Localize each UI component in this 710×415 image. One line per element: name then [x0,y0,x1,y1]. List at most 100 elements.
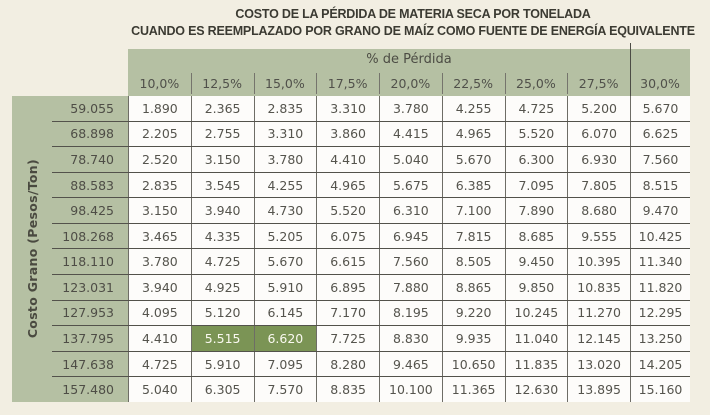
column-header-7: 25,0% [504,70,568,96]
table-title-line1: COSTO DE LA PÉRDIDA DE MATERIA SECA POR … [235,7,591,21]
cell-r1-c1: 1.890 [128,96,191,121]
cell-r12-c1: 5.040 [128,377,191,402]
cell-r8-c3: 5.910 [253,275,317,300]
column-header-9: 30,0% [630,43,690,96]
table-row-11: 147.638 4.725 5.910 7.095 8.280 9.465 10.650 11… [52,351,690,378]
cell-r6-c5: 6.945 [379,223,442,249]
cell-r10-c7: 11.040 [504,326,568,351]
cell-r3-c3: 3.780 [253,147,317,172]
cell-r5-c1: 3.150 [128,198,191,223]
cell-r9-c6: 9.220 [441,300,505,326]
cell-r4-c7: 7.095 [504,172,568,198]
cell-r12-c4: 8.835 [316,377,379,402]
cell-r10-c8: 12.145 [567,326,630,351]
table-row-3: 78.740 2.520 3.150 3.780 4.410 5.040 5.670 6.30… [52,147,690,173]
cell-r4-c9: 8.515 [630,172,690,198]
cell-r8-c2: 4.925 [190,275,254,300]
cell-r10-c2: 5.515 [190,326,254,351]
table-row-10: 137.795 4.410 5.515 6.620 7.725 8.830 9.935 11.… [52,326,690,352]
column-header-5: 20,0% [379,70,442,96]
cell-r11-c1: 4.725 [128,351,191,377]
cell-r1-c2: 2.365 [190,96,254,121]
row-header-5: 98.425 [52,198,128,223]
cell-r11-c5: 9.465 [379,351,442,377]
row-header-1: 59.055 [52,96,128,121]
cell-r9-c4: 7.170 [316,300,379,326]
cell-r9-c7: 10.245 [504,300,568,326]
cell-r6-c2: 4.335 [190,223,254,249]
cell-r9-c3: 6.145 [253,300,317,326]
cell-r6-c7: 8.685 [504,223,568,249]
column-header-8: 27,5% [567,70,630,96]
row-header-4: 88.583 [52,172,128,198]
cell-r5-c9: 9.470 [630,198,690,223]
column-header-2: 12,5% [190,70,254,96]
cell-r4-c4: 4.965 [316,172,379,198]
row-header-9: 127.953 [52,300,128,326]
column-header-1: 10,0% [139,75,180,91]
cell-r4-c5: 5.675 [379,172,442,198]
cell-r1-c5: 3.780 [379,96,442,121]
cell-r10-c3: 6.620 [253,326,317,351]
column-header-6: 22,5% [441,70,505,96]
cell-r6-c4: 6.075 [316,223,379,249]
cell-r2-c2: 2.755 [190,121,254,147]
table-row-8: 123.031 3.940 4.925 5.910 6.895 7.880 8.865 9.8… [52,275,690,301]
cell-r8-c1: 3.940 [128,275,191,300]
cell-r4-c8: 7.805 [567,172,630,198]
cell-r6-c8: 9.555 [567,223,630,249]
cell-r3-c9: 7.560 [630,147,690,172]
cell-r5-c7: 7.890 [504,198,568,223]
cell-r6-c3: 5.205 [253,223,317,249]
table-row-9: 127.953 4.095 5.120 6.145 7.170 8.195 9.220 10.… [52,300,690,327]
cell-r2-c9: 6.625 [630,121,690,147]
cell-r6-c6: 7.815 [441,223,505,249]
column-group-label: % de Pérdida [366,52,452,67]
table-title-line2: CUANDO ES REEMPLAZADO POR GRANO DE MAÍZ … [131,24,695,38]
column-header-block: % de Pérdida 10,0% 12,5% 15,0% 17,5% 20,0% 22… [128,43,690,96]
cell-r7-c6: 8.505 [441,249,505,275]
cell-r4-c1: 2.835 [128,172,191,198]
cell-r8-c6: 8.865 [441,275,505,300]
cell-r2-c7: 5.520 [504,121,568,147]
table-row-6: 108.268 3.465 4.335 5.205 6.075 6.945 7.815 8.6… [52,223,690,250]
cell-r11-c7: 11.835 [504,351,568,377]
cell-r2-c5: 4.415 [379,121,442,147]
cell-r3-c8: 6.930 [567,147,630,172]
cell-r8-c4: 6.895 [316,275,379,300]
cell-r2-c3: 3.310 [253,121,317,147]
cell-r12-c3: 7.570 [253,377,317,402]
cell-r7-c5: 7.560 [379,249,442,275]
cell-r1-c6: 4.255 [441,96,505,121]
cell-r12-c8: 13.895 [567,377,630,402]
cell-r5-c2: 3.940 [190,198,254,223]
cell-r3-c4: 4.410 [316,147,379,172]
table-body: 59.055 1.890 2.365 2.835 3.310 3.780 4.255 4.72… [52,96,690,402]
cell-r12-c9: 15.160 [630,377,690,402]
cell-r7-c4: 6.615 [316,249,379,275]
cell-r11-c4: 8.280 [316,351,379,377]
cell-r11-c9: 14.205 [630,351,690,377]
table-row-4: 88.583 2.835 3.545 4.255 4.965 5.675 6.385 7.09… [52,172,690,199]
cell-r10-c6: 9.935 [441,326,505,351]
cell-r4-c2: 3.545 [190,172,254,198]
table-title: COSTO DE LA PÉRDIDA DE MATERIA SECA POR … [118,6,708,40]
cell-r9-c8: 11.270 [567,300,630,326]
table-row-5: 98.425 3.150 3.940 4.730 5.520 6.310 7.100 7.89… [52,198,690,224]
cell-r5-c4: 5.520 [316,198,379,223]
column-headers: 10,0% 12,5% 15,0% 17,5% 20,0% 22,5% 25,0% 27,5%… [128,43,690,96]
cell-r7-c2: 4.725 [190,249,254,275]
cell-r1-c7: 4.725 [504,96,568,121]
cell-r1-c9: 5.670 [630,96,690,121]
row-header-11: 147.638 [52,351,128,377]
cell-r8-c9: 11.820 [630,275,690,300]
row-header-3: 78.740 [52,147,128,172]
cell-r10-c4: 7.725 [316,326,379,351]
cell-r11-c6: 10.650 [441,351,505,377]
cell-r3-c2: 3.150 [190,147,254,172]
row-axis-strip: Costo Grano (Pesos/Ton) [12,96,52,402]
cell-r3-c7: 6.300 [504,147,568,172]
cell-r12-c6: 11.365 [441,377,505,402]
cell-r4-c6: 6.385 [441,172,505,198]
